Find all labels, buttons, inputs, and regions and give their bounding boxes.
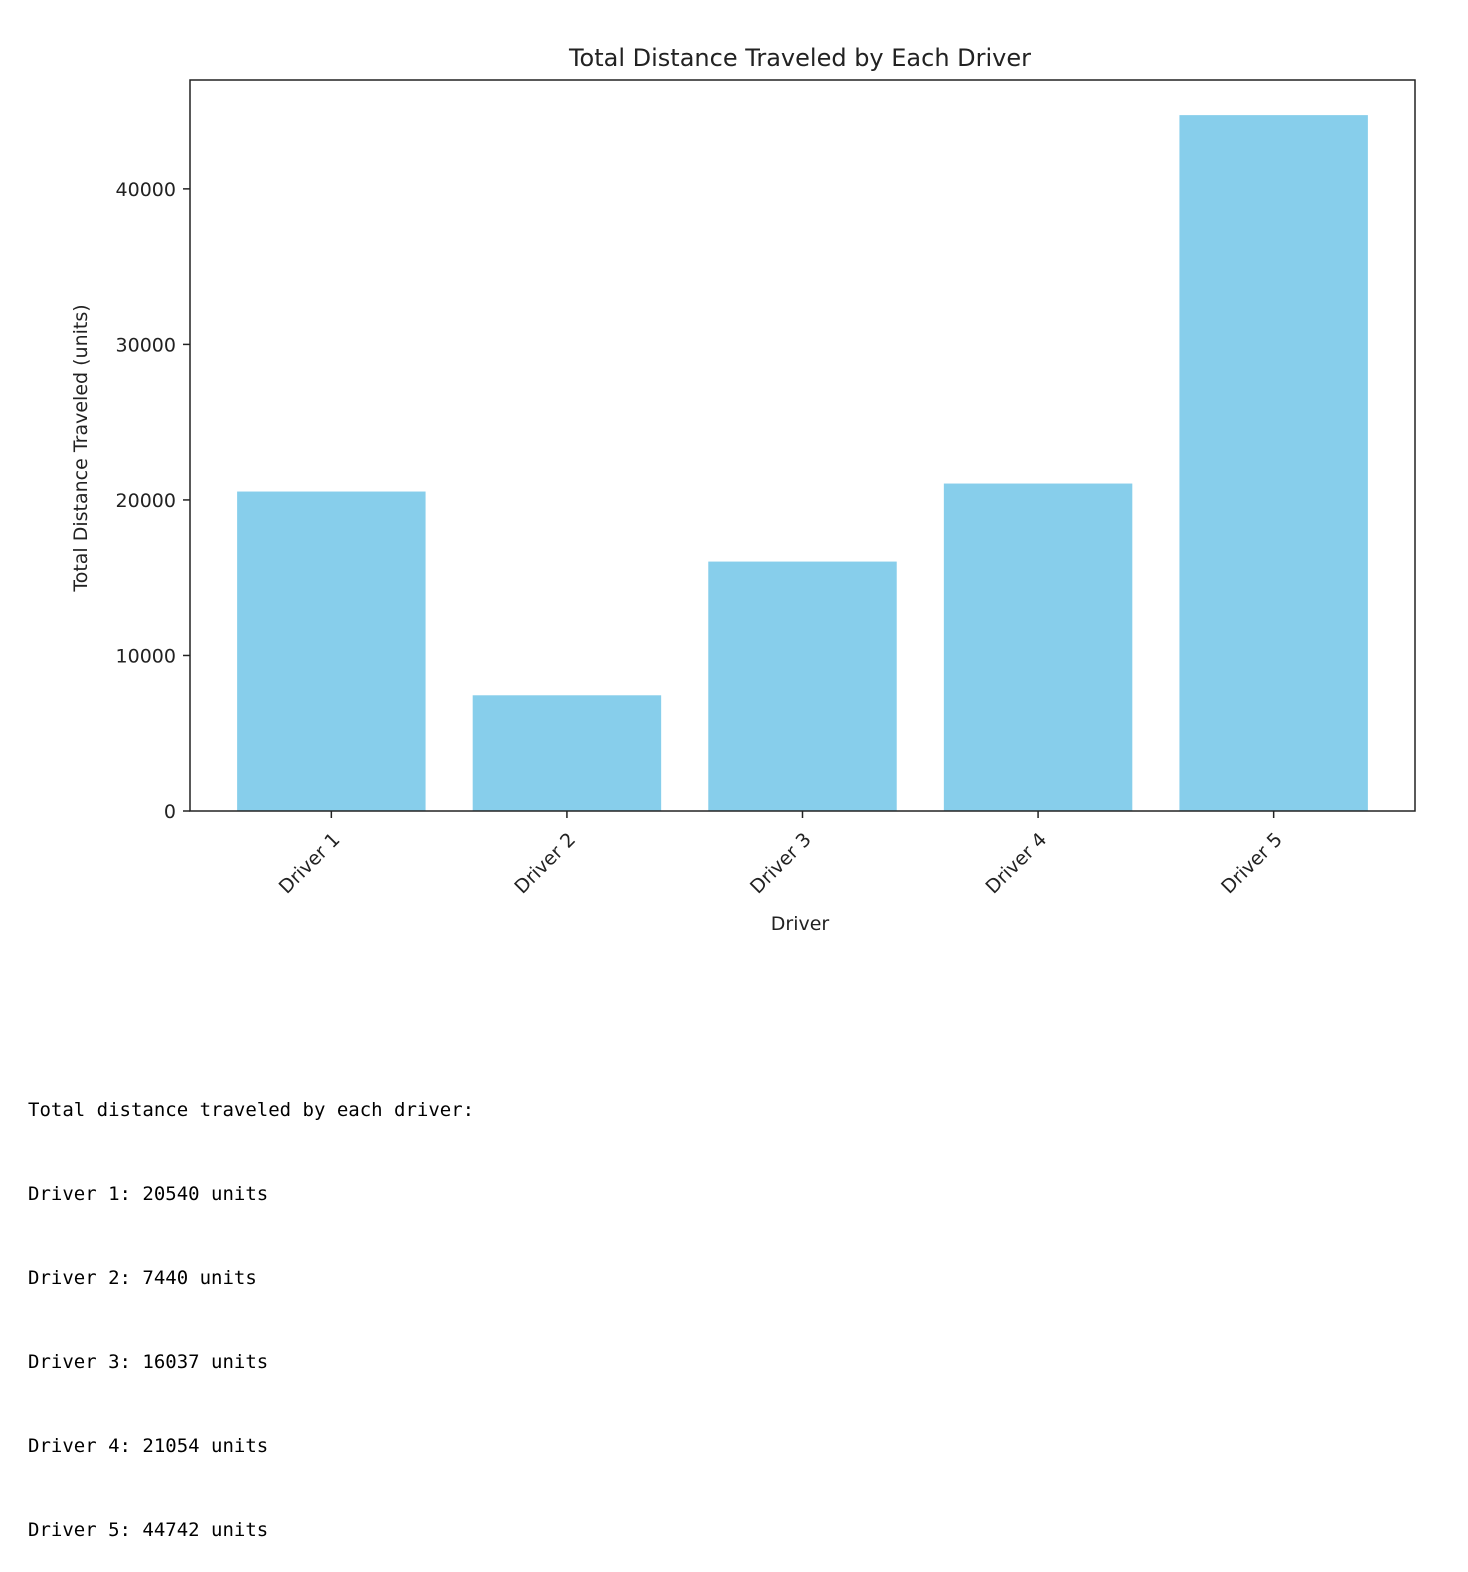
x-axis: Driver 1 Driver 2 Driver 3 Driver 4 Driver 5	[275, 811, 1287, 898]
console-output: Total distance traveled by each driver: …	[28, 1040, 474, 1572]
chart-title: Total Distance Traveled by Each Driver	[568, 44, 1031, 72]
y-axis-label: Total Distance Traveled (units)	[70, 304, 92, 592]
output-header: Total distance traveled by each driver:	[28, 1099, 475, 1121]
y-tick-label: 30000	[116, 334, 176, 356]
output-line-driver-4: Driver 4: 21054 units	[28, 1435, 269, 1457]
x-tick-label: Driver 2	[510, 829, 580, 899]
x-tick-label: Driver 5	[1217, 829, 1287, 899]
x-tick-label: Driver 4	[982, 829, 1052, 899]
y-tick-label: 0	[164, 801, 176, 823]
y-tick-label: 10000	[116, 645, 176, 667]
bar-driver-4	[943, 483, 1133, 811]
bar-driver-3	[708, 561, 897, 811]
bar-chart: Total Distance Traveled by Each Driver 0…	[70, 44, 1416, 935]
bar-driver-2	[472, 695, 662, 811]
x-tick-label: Driver 1	[275, 829, 345, 899]
bars-layer	[237, 115, 1368, 811]
y-tick-label: 20000	[116, 490, 176, 512]
y-tick-label: 40000	[116, 179, 176, 201]
output-line-driver-2: Driver 2: 7440 units	[28, 1267, 257, 1289]
bar-driver-5	[1179, 115, 1368, 811]
output-line-driver-3: Driver 3: 16037 units	[28, 1351, 269, 1373]
output-line-driver-5: Driver 5: 44742 units	[28, 1519, 269, 1541]
x-axis-label: Driver	[771, 913, 830, 935]
x-tick-label: Driver 3	[746, 829, 816, 899]
y-axis: 0 10000 20000 30000 40000	[116, 179, 190, 823]
bar-driver-1	[237, 491, 426, 811]
output-line-driver-1: Driver 1: 20540 units	[28, 1183, 269, 1205]
